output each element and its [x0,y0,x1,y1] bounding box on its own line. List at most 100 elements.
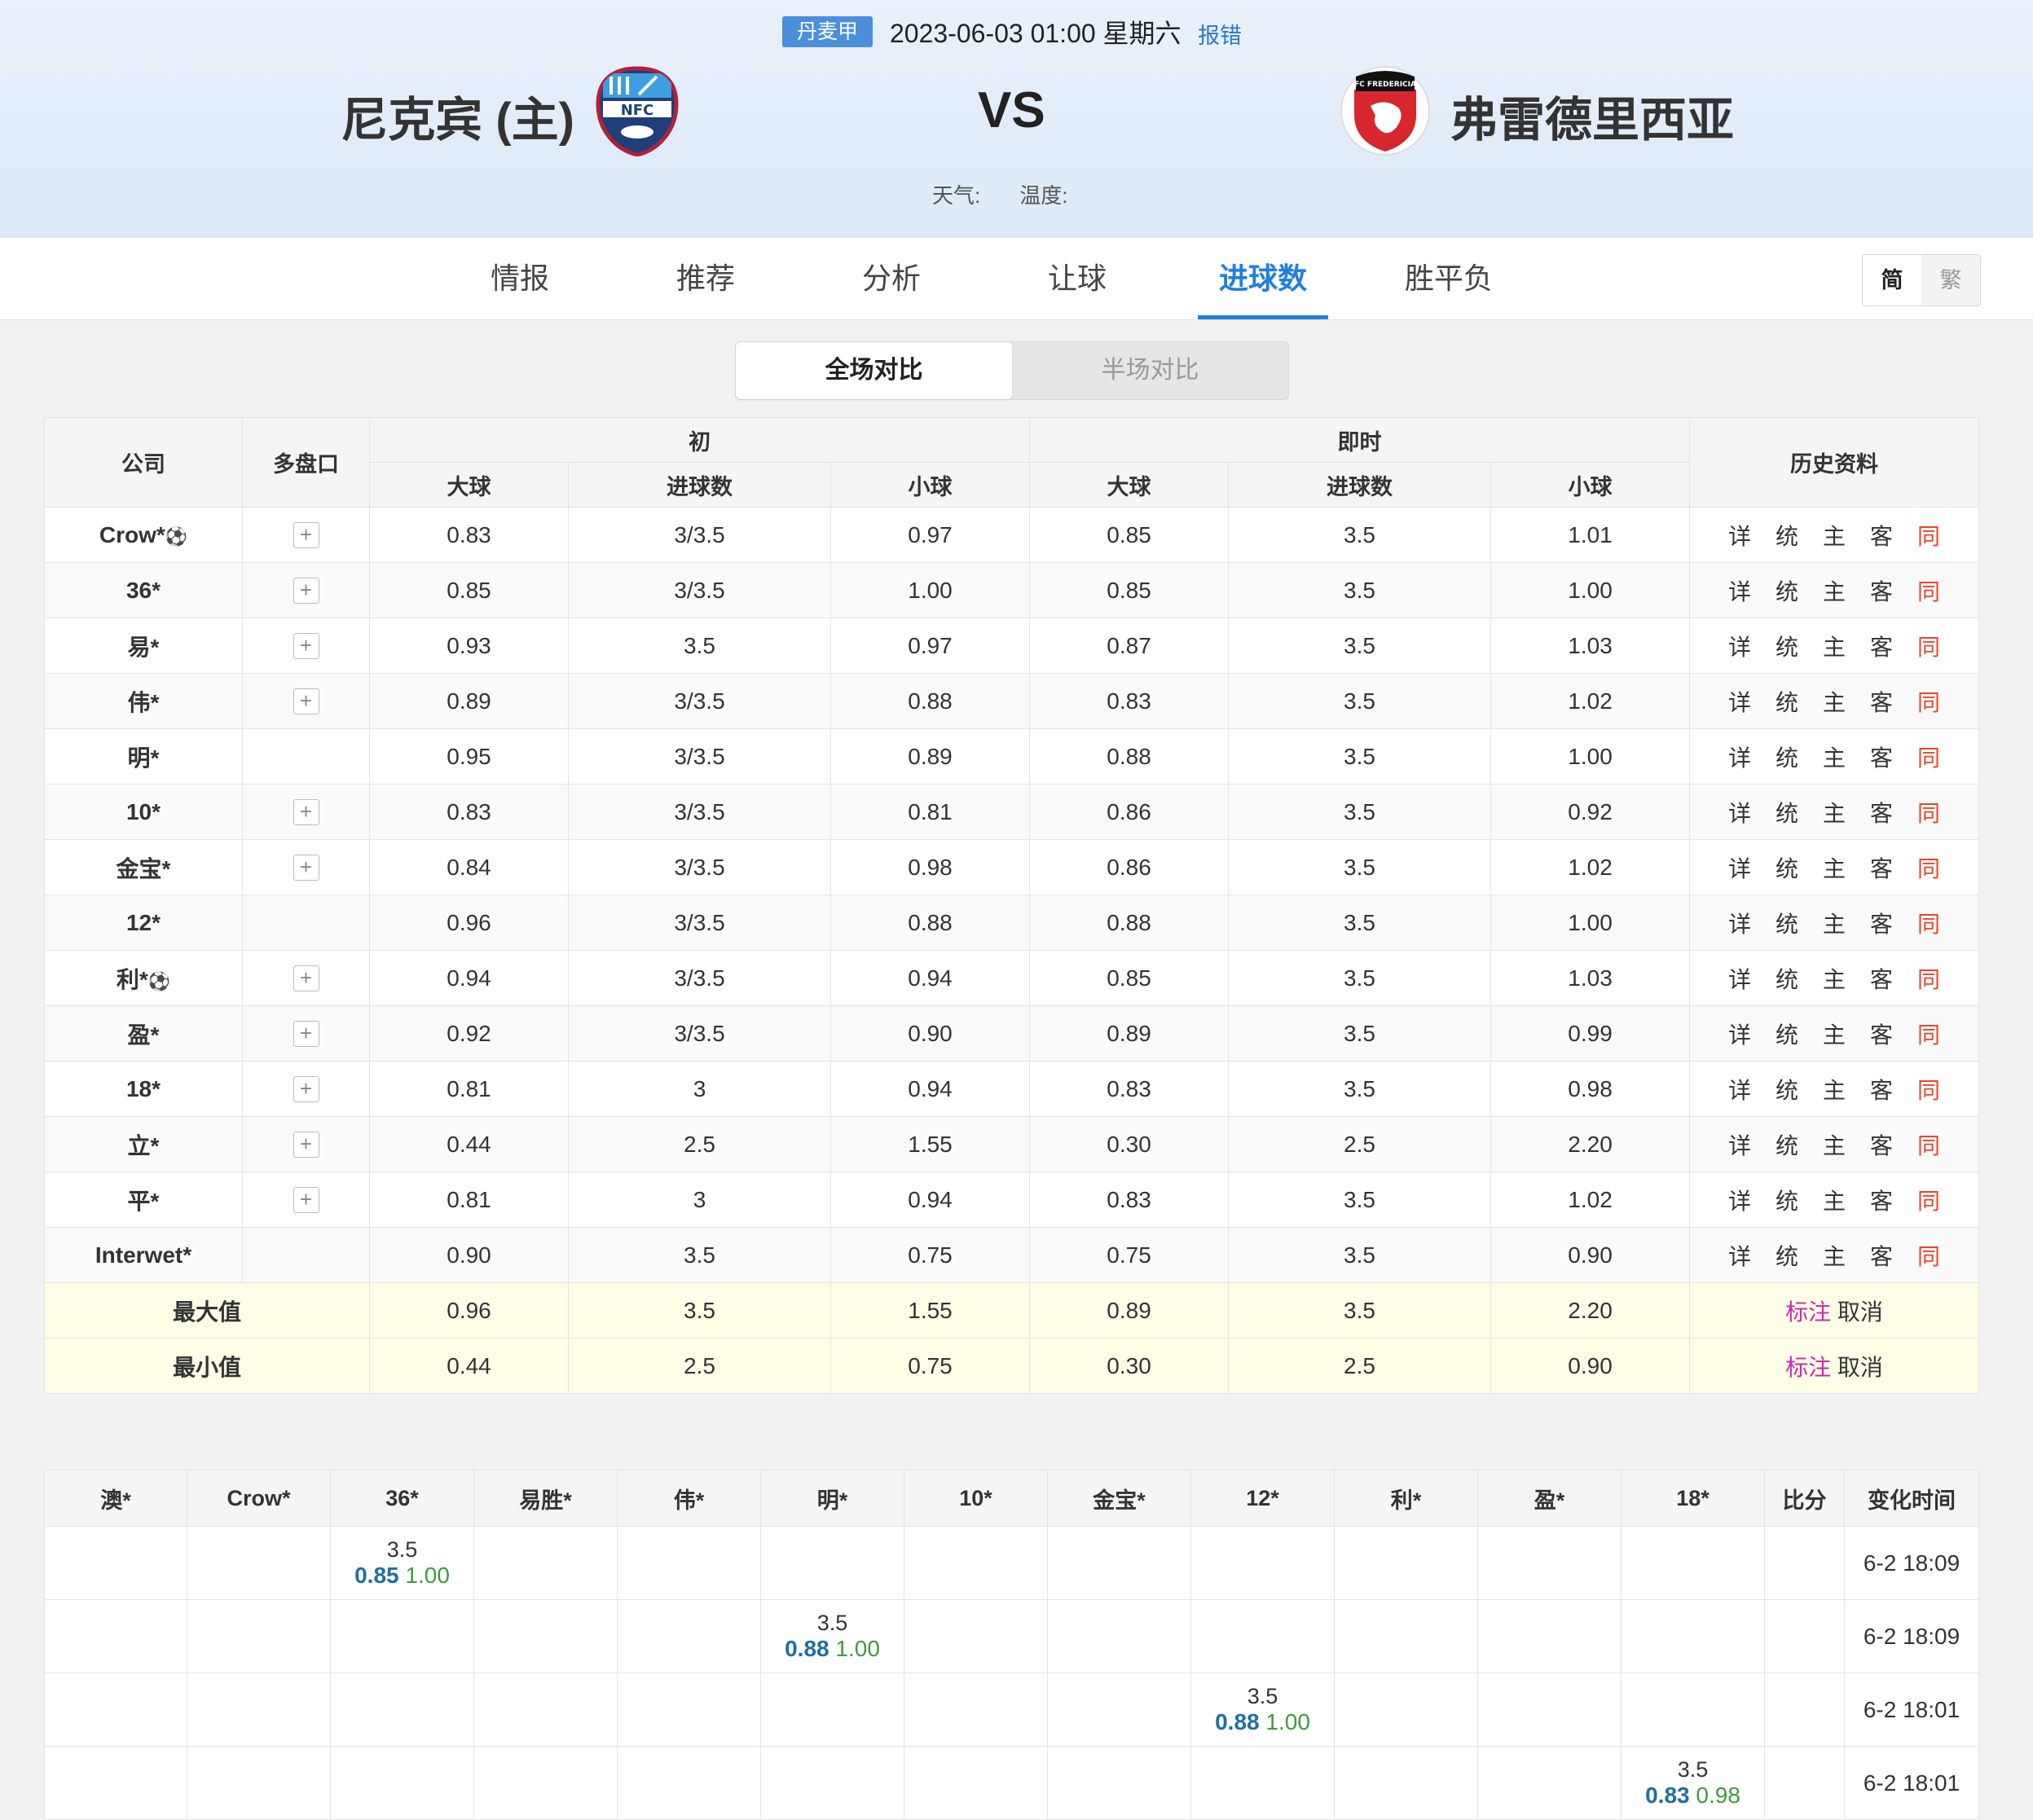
history-away-link[interactable]: 客 [1870,1243,1894,1269]
lang-simplified-button[interactable]: 简 [1863,255,1921,306]
expand-plus-icon[interactable]: + [293,799,319,825]
away-team-logo[interactable]: FC FREDERICIA [1340,65,1431,156]
history-home-link[interactable]: 主 [1823,689,1846,715]
history-home-link[interactable]: 主 [1823,800,1846,826]
company-name[interactable]: 18* [44,1061,243,1117]
history-same-link[interactable]: 同 [1917,634,1941,660]
history-same-link[interactable]: 同 [1917,1022,1941,1048]
company-name[interactable]: 金宝* [44,839,243,895]
history-away-link[interactable]: 客 [1870,578,1894,604]
history-detail-link[interactable]: 详 [1727,800,1751,826]
company-name[interactable]: 12* [44,895,243,951]
history-detail-link[interactable]: 详 [1727,745,1751,771]
history-away-link[interactable]: 客 [1870,1132,1894,1158]
mark-max-link[interactable]: 标注 [1785,1299,1832,1325]
history-same-link[interactable]: 同 [1917,1077,1941,1103]
history-stats-link[interactable]: 统 [1776,1188,1799,1214]
history-detail-link[interactable]: 详 [1727,911,1751,937]
history-away-link[interactable]: 客 [1870,745,1894,771]
history-away-link[interactable]: 客 [1870,800,1894,826]
expand-plus-icon[interactable]: + [293,688,319,714]
history-stats-link[interactable]: 统 [1776,1022,1799,1048]
expand-plus-icon[interactable]: + [293,1021,319,1047]
company-name[interactable]: 平* [44,1172,243,1228]
history-home-link[interactable]: 主 [1823,1022,1846,1048]
company-name[interactable]: Interwet* [44,1227,243,1283]
history-same-link[interactable]: 同 [1917,966,1941,992]
history-stats-link[interactable]: 统 [1776,578,1799,604]
history-detail-link[interactable]: 详 [1727,1022,1751,1048]
history-home-link[interactable]: 主 [1823,966,1846,992]
history-detail-link[interactable]: 详 [1727,1243,1751,1269]
history-same-link[interactable]: 同 [1917,1243,1941,1269]
home-team-name[interactable]: 尼克宾 (主) [341,94,574,147]
history-away-link[interactable]: 客 [1870,523,1894,549]
company-name[interactable]: 伟* [44,673,243,729]
expand-plus-icon[interactable]: + [293,522,319,548]
history-stats-link[interactable]: 统 [1776,745,1799,771]
company-name[interactable]: 立* [44,1116,243,1172]
history-detail-link[interactable]: 详 [1727,634,1751,660]
expand-plus-icon[interactable]: + [293,1187,319,1213]
history-home-link[interactable]: 主 [1823,1188,1846,1214]
expand-plus-icon[interactable]: + [293,1076,319,1102]
history-stats-link[interactable]: 统 [1776,1077,1799,1103]
away-team-name[interactable]: 弗雷德里西亚 [1450,94,1735,147]
company-name[interactable]: 利*⚽ [44,950,243,1006]
history-stats-link[interactable]: 统 [1776,966,1799,992]
company-name[interactable]: Crow*⚽ [44,507,243,563]
tab-handicap[interactable]: 让球 [1047,262,1107,295]
history-same-link[interactable]: 同 [1917,855,1941,881]
history-away-link[interactable]: 客 [1870,1022,1894,1048]
company-name[interactable]: 10* [44,784,243,840]
history-away-link[interactable]: 客 [1870,689,1894,715]
home-team-logo[interactable]: NFC [592,65,683,156]
history-same-link[interactable]: 同 [1917,911,1941,937]
history-detail-link[interactable]: 详 [1727,523,1751,549]
history-stats-link[interactable]: 统 [1776,911,1799,937]
history-away-link[interactable]: 客 [1870,1077,1894,1103]
history-stats-link[interactable]: 统 [1776,689,1799,715]
history-detail-link[interactable]: 详 [1727,966,1751,992]
expand-plus-icon[interactable]: + [293,965,319,991]
expand-plus-icon[interactable]: + [293,1132,319,1158]
history-detail-link[interactable]: 详 [1727,1132,1751,1158]
expand-plus-icon[interactable]: + [293,578,319,604]
history-home-link[interactable]: 主 [1823,578,1846,604]
tab-1x2[interactable]: 胜平负 [1404,262,1493,295]
history-same-link[interactable]: 同 [1917,578,1941,604]
history-home-link[interactable]: 主 [1823,634,1846,660]
expand-plus-icon[interactable]: + [293,855,319,881]
tab-analysis[interactable]: 分析 [861,262,921,295]
history-home-link[interactable]: 主 [1823,1243,1846,1269]
company-name[interactable]: 盈* [44,1005,243,1062]
history-stats-link[interactable]: 统 [1776,523,1799,549]
company-name[interactable]: 易* [44,618,243,674]
history-away-link[interactable]: 客 [1870,911,1894,937]
history-home-link[interactable]: 主 [1823,1132,1846,1158]
history-stats-link[interactable]: 统 [1776,634,1799,660]
full-match-compare-button[interactable]: 全场对比 [736,342,1012,399]
history-stats-link[interactable]: 统 [1776,800,1799,826]
history-same-link[interactable]: 同 [1917,1132,1941,1158]
history-same-link[interactable]: 同 [1917,1188,1941,1214]
history-home-link[interactable]: 主 [1823,523,1846,549]
half-match-compare-button[interactable]: 半场对比 [1101,357,1199,384]
history-home-link[interactable]: 主 [1823,855,1846,881]
history-detail-link[interactable]: 详 [1727,578,1751,604]
history-home-link[interactable]: 主 [1823,1077,1846,1103]
history-away-link[interactable]: 客 [1870,855,1894,881]
expand-plus-icon[interactable]: + [293,633,319,659]
history-detail-link[interactable]: 详 [1727,1077,1751,1103]
cancel-max-link[interactable]: 取消 [1837,1299,1883,1325]
history-detail-link[interactable]: 详 [1727,1188,1751,1214]
company-name[interactable]: 明* [44,728,243,785]
tab-total-goals[interactable]: 进球数 [1198,238,1328,319]
history-stats-link[interactable]: 统 [1776,1132,1799,1158]
report-error-link[interactable]: 报错 [1198,24,1242,48]
history-home-link[interactable]: 主 [1823,745,1846,771]
history-same-link[interactable]: 同 [1917,523,1941,549]
history-away-link[interactable]: 客 [1870,634,1894,660]
history-detail-link[interactable]: 详 [1727,855,1751,881]
league-badge[interactable]: 丹麦甲 [782,16,873,47]
